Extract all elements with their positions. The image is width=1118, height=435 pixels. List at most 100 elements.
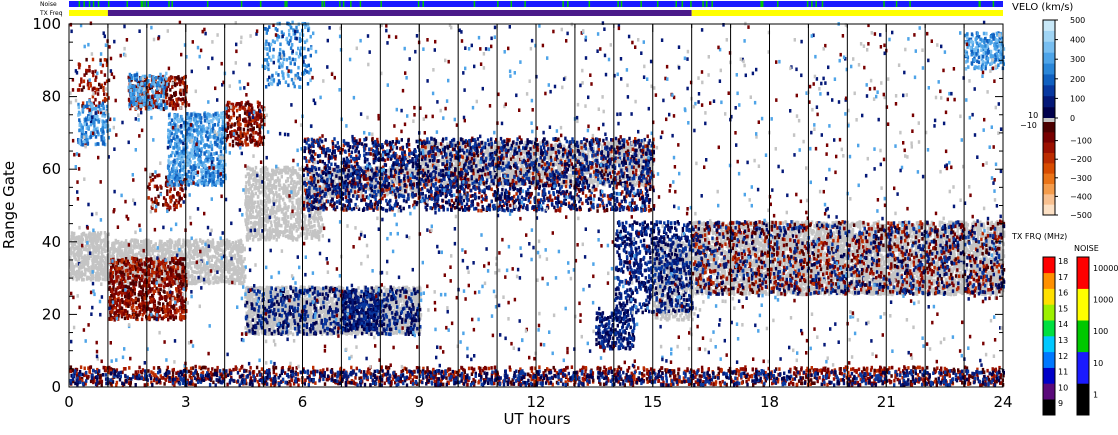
data-cell (81, 265, 83, 269)
data-cell (277, 176, 279, 180)
data-cell (163, 243, 165, 247)
data-cell (76, 264, 78, 268)
data-cell (170, 246, 172, 250)
data-cell (487, 175, 489, 179)
data-cell (245, 181, 247, 185)
data-cell (245, 221, 247, 225)
data-cell (76, 276, 78, 280)
data-cell (288, 184, 290, 188)
data-cell (88, 269, 90, 273)
data-cell (73, 248, 75, 252)
data-cell (95, 250, 97, 254)
data-cell (510, 152, 512, 156)
data-cell (287, 205, 289, 209)
noise-mark (807, 1, 809, 7)
data-cell (401, 187, 403, 191)
data-cell (241, 249, 243, 253)
noise-mark (621, 1, 623, 7)
data-cell (91, 244, 93, 248)
data-cell (225, 259, 227, 263)
data-cell (72, 272, 74, 276)
data-cell (303, 215, 305, 219)
data-cell (206, 280, 208, 284)
data-cell (202, 240, 204, 244)
noise-mark (474, 1, 476, 7)
data-cell (108, 253, 110, 257)
data-cell (318, 238, 320, 242)
data-cell (259, 175, 261, 179)
data-cell (247, 218, 249, 222)
data-cell (253, 216, 255, 220)
data-cell (586, 171, 588, 175)
data-cell (130, 249, 132, 253)
data-cell (201, 270, 203, 274)
data-cell (278, 204, 280, 208)
data-cell (102, 255, 104, 259)
data-cell (188, 264, 190, 268)
data-cell (187, 244, 189, 248)
noise-mark (380, 1, 382, 7)
data-cell (265, 215, 267, 219)
noise-mark (777, 1, 779, 7)
data-cell (169, 241, 171, 245)
data-cell (120, 241, 122, 245)
noise-mark (811, 1, 813, 7)
data-cell (173, 247, 175, 251)
data-cell (199, 279, 201, 283)
data-cell (285, 211, 287, 215)
data-cell (104, 273, 106, 277)
data-cell (85, 262, 87, 266)
data-cell (243, 279, 245, 283)
noise-mark (760, 1, 762, 7)
data-cell (284, 216, 286, 220)
data-cell (140, 244, 142, 248)
data-cell (198, 270, 200, 274)
data-cell (273, 171, 275, 175)
data-cell (220, 269, 222, 273)
data-cell (257, 213, 259, 217)
data-cell (90, 265, 92, 269)
noise-mark (324, 1, 326, 7)
data-cell (236, 269, 238, 273)
data-cell (95, 235, 97, 239)
data-cell (80, 256, 82, 260)
data-cell (360, 194, 362, 198)
data-cell (293, 224, 295, 228)
data-cell (260, 185, 262, 189)
data-cell (236, 250, 238, 254)
data-cell (196, 266, 198, 270)
data-cell (250, 221, 252, 225)
data-cell (313, 224, 315, 228)
data-cell (74, 253, 76, 257)
data-cell (237, 258, 239, 262)
data-cell (134, 240, 136, 244)
data-cell (287, 177, 289, 181)
data-cell (506, 157, 508, 161)
data-cell (247, 202, 249, 206)
data-cell (195, 239, 197, 243)
data-cell (166, 240, 168, 244)
data-cell (247, 188, 249, 192)
data-cell (258, 179, 260, 183)
data-cell (100, 239, 102, 243)
data-cell (524, 141, 526, 145)
data-cell (140, 240, 142, 244)
noise-strip-bg (69, 1, 1003, 7)
data-cell (240, 268, 242, 272)
data-cell (229, 252, 231, 256)
data-cell (231, 250, 233, 254)
data-cell (133, 246, 135, 250)
data-cell (311, 225, 313, 229)
data-cell (96, 242, 98, 246)
data-cell (517, 156, 519, 160)
data-cell (254, 201, 256, 205)
data-cell (276, 194, 278, 198)
data-cell (259, 219, 261, 223)
data-cell (269, 228, 271, 232)
data-cell (194, 251, 196, 255)
data-cell (487, 149, 489, 153)
txfreq-strip (69, 10, 1003, 16)
data-cell (275, 211, 277, 215)
data-cell (281, 171, 283, 175)
data-cell (200, 267, 202, 271)
